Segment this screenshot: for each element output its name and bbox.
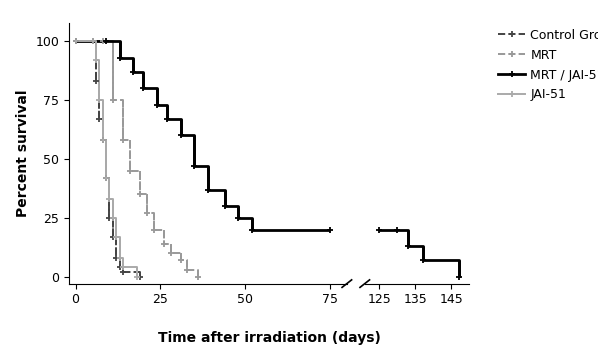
Y-axis label: Percent survival: Percent survival — [16, 89, 30, 217]
Text: Time after irradiation (days): Time after irradiation (days) — [158, 331, 380, 345]
Legend: Control Group 9L, MRT, MRT / JAI-51, JAI-51: Control Group 9L, MRT, MRT / JAI-51, JAI… — [498, 29, 598, 102]
